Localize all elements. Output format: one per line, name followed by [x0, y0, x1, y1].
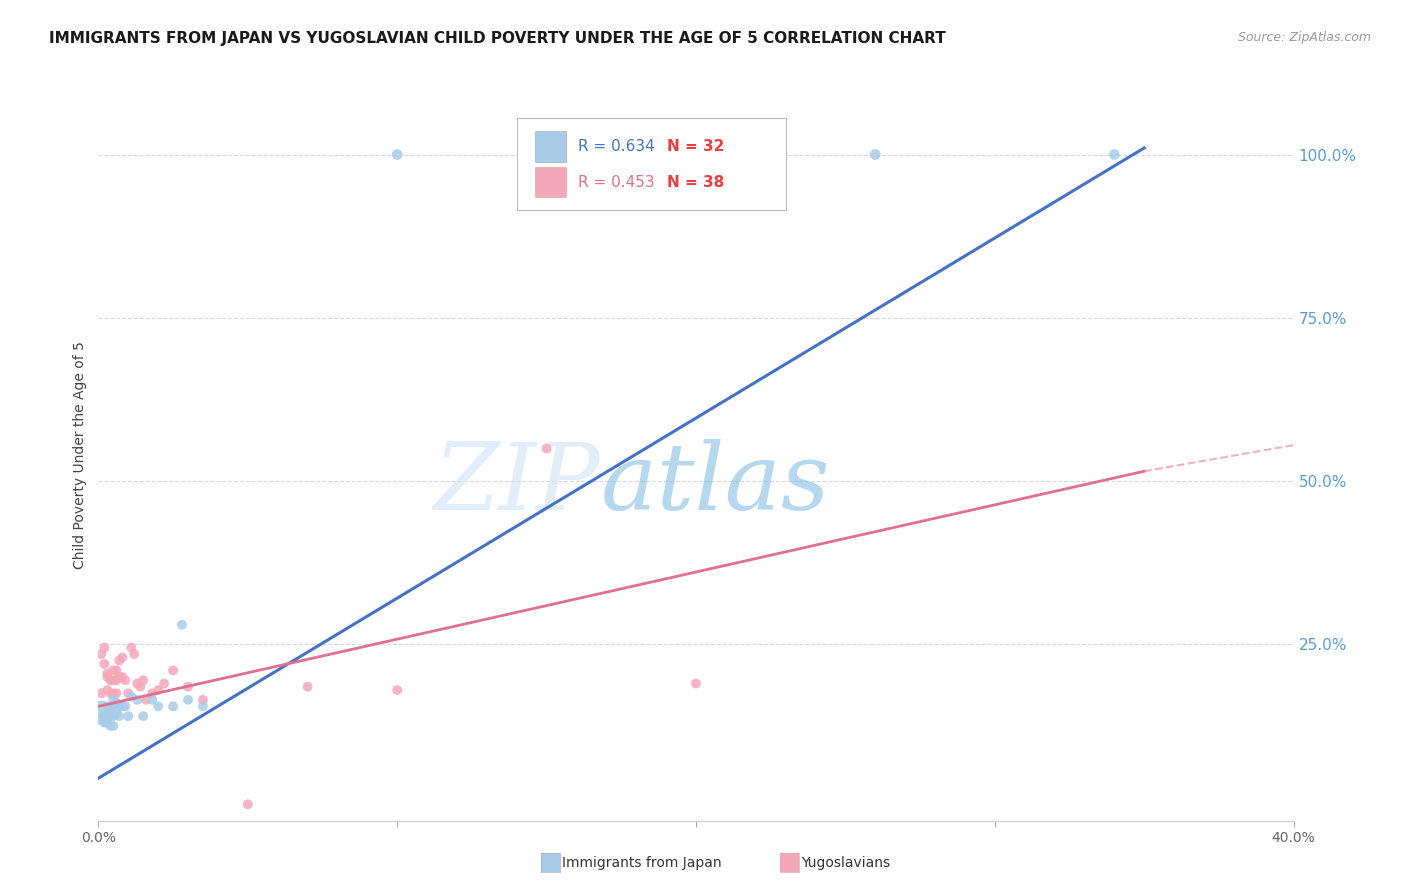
Point — [98, 703, 122, 717]
Point — [108, 709, 131, 723]
Point — [1104, 147, 1126, 161]
Point — [98, 686, 122, 700]
Point — [135, 693, 157, 707]
Text: R = 0.453: R = 0.453 — [578, 175, 654, 190]
Text: Yugoslavians: Yugoslavians — [801, 855, 890, 870]
Point — [132, 709, 155, 723]
Text: ZIP: ZIP — [433, 439, 600, 529]
Point — [98, 709, 122, 723]
Point — [191, 699, 214, 714]
Point — [141, 693, 163, 707]
Point — [90, 686, 112, 700]
Text: Immigrants from Japan: Immigrants from Japan — [562, 855, 723, 870]
Point — [129, 680, 152, 694]
Point — [96, 683, 118, 698]
Point — [124, 647, 146, 661]
Point — [120, 640, 142, 655]
Point — [93, 715, 115, 730]
Point — [103, 709, 125, 723]
Point — [96, 666, 118, 681]
Point — [132, 673, 155, 688]
Point — [96, 670, 118, 684]
Point — [93, 709, 115, 723]
Point — [98, 673, 122, 688]
Point — [96, 715, 118, 730]
Point — [105, 673, 128, 688]
Point — [96, 706, 118, 720]
Point — [153, 676, 176, 690]
Point — [120, 690, 142, 704]
Point — [108, 699, 131, 714]
Point — [103, 693, 125, 707]
Point — [127, 676, 149, 690]
Point — [148, 699, 170, 714]
Point — [111, 650, 134, 665]
Point — [114, 699, 136, 714]
Text: R = 0.634: R = 0.634 — [578, 139, 654, 153]
Point — [90, 706, 112, 720]
Point — [162, 664, 184, 678]
Point — [117, 686, 139, 700]
Point — [141, 686, 163, 700]
FancyBboxPatch shape — [517, 119, 786, 210]
FancyBboxPatch shape — [534, 131, 565, 161]
Point — [93, 640, 115, 655]
FancyBboxPatch shape — [534, 167, 565, 197]
Point — [103, 699, 125, 714]
Y-axis label: Child Poverty Under the Age of 5: Child Poverty Under the Age of 5 — [73, 341, 87, 569]
Point — [162, 699, 184, 714]
Point — [172, 617, 194, 632]
Point — [236, 797, 259, 812]
Text: N = 38: N = 38 — [668, 175, 724, 190]
Point — [93, 657, 115, 671]
Point — [103, 686, 125, 700]
Point — [96, 699, 118, 714]
Point — [108, 654, 131, 668]
Text: N = 32: N = 32 — [668, 139, 724, 153]
Point — [685, 676, 707, 690]
Point — [297, 680, 319, 694]
Point — [177, 680, 200, 694]
Text: atlas: atlas — [600, 439, 830, 529]
Point — [111, 699, 134, 714]
Point — [105, 696, 128, 710]
Text: Source: ZipAtlas.com: Source: ZipAtlas.com — [1237, 31, 1371, 45]
Point — [105, 664, 128, 678]
Point — [117, 709, 139, 723]
Point — [103, 719, 125, 733]
Point — [111, 670, 134, 684]
Point — [103, 664, 125, 678]
Point — [108, 670, 131, 684]
Point — [105, 686, 128, 700]
Point — [114, 673, 136, 688]
Point — [191, 693, 214, 707]
Point — [385, 683, 409, 698]
Point — [536, 442, 558, 456]
Point — [105, 706, 128, 720]
Text: IMMIGRANTS FROM JAPAN VS YUGOSLAVIAN CHILD POVERTY UNDER THE AGE OF 5 CORRELATIO: IMMIGRANTS FROM JAPAN VS YUGOSLAVIAN CHI… — [49, 31, 946, 46]
Point — [865, 147, 887, 161]
Point — [98, 719, 122, 733]
Point — [103, 673, 125, 688]
Point — [148, 683, 170, 698]
Point — [127, 693, 149, 707]
Point — [385, 147, 409, 161]
Point — [177, 693, 200, 707]
Point — [90, 647, 112, 661]
